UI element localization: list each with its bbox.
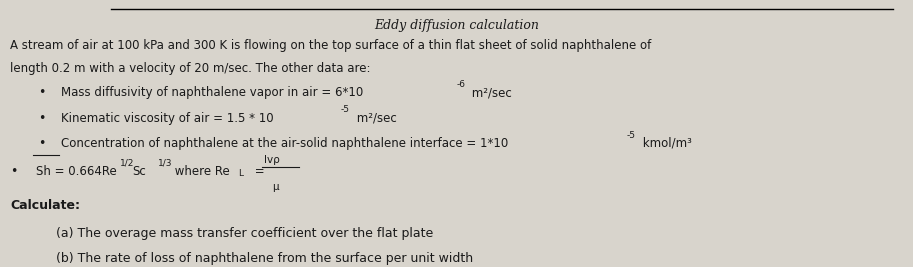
- Text: (b) The rate of loss of naphthalene from the surface per unit width: (b) The rate of loss of naphthalene from…: [56, 252, 473, 265]
- Text: -6: -6: [456, 80, 466, 89]
- Text: Sh = 0.664Re: Sh = 0.664Re: [36, 165, 117, 178]
- Text: kmol/m³: kmol/m³: [638, 137, 691, 150]
- Text: Concentration of naphthalene at the air-solid naphthalene interface = 1*10: Concentration of naphthalene at the air-…: [60, 137, 508, 150]
- Text: m²/sec: m²/sec: [352, 112, 396, 125]
- Text: (a) The overage mass transfer coefficient over the flat plate: (a) The overage mass transfer coefficien…: [56, 227, 434, 240]
- Text: μ: μ: [272, 182, 278, 193]
- Text: =: =: [251, 165, 265, 178]
- Text: •: •: [37, 86, 45, 99]
- Text: Kinematic viscosity of air = 1.5 * 10: Kinematic viscosity of air = 1.5 * 10: [60, 112, 273, 125]
- Text: length 0.2 m with a velocity of 20 m/sec. The other data are:: length 0.2 m with a velocity of 20 m/sec…: [10, 62, 371, 75]
- Text: -5: -5: [341, 105, 350, 114]
- Text: where Re: where Re: [171, 165, 229, 178]
- Text: m²/sec: m²/sec: [468, 86, 512, 99]
- Text: 1/2: 1/2: [120, 158, 134, 167]
- Text: 1/3: 1/3: [158, 158, 173, 167]
- Text: A stream of air at 100 kPa and 300 K is flowing on the top surface of a thin fla: A stream of air at 100 kPa and 300 K is …: [10, 39, 652, 52]
- Text: Eddy diffusion calculation: Eddy diffusion calculation: [374, 19, 539, 32]
- Text: Sc: Sc: [132, 165, 146, 178]
- Text: lvρ: lvρ: [265, 155, 280, 165]
- Text: •: •: [37, 112, 45, 125]
- Text: L: L: [238, 168, 243, 178]
- Text: •: •: [10, 165, 18, 178]
- Text: -5: -5: [626, 131, 635, 140]
- Text: Mass diffusivity of naphthalene vapor in air = 6*10: Mass diffusivity of naphthalene vapor in…: [60, 86, 362, 99]
- Text: Calculate:: Calculate:: [10, 199, 80, 212]
- Text: •: •: [37, 137, 45, 150]
